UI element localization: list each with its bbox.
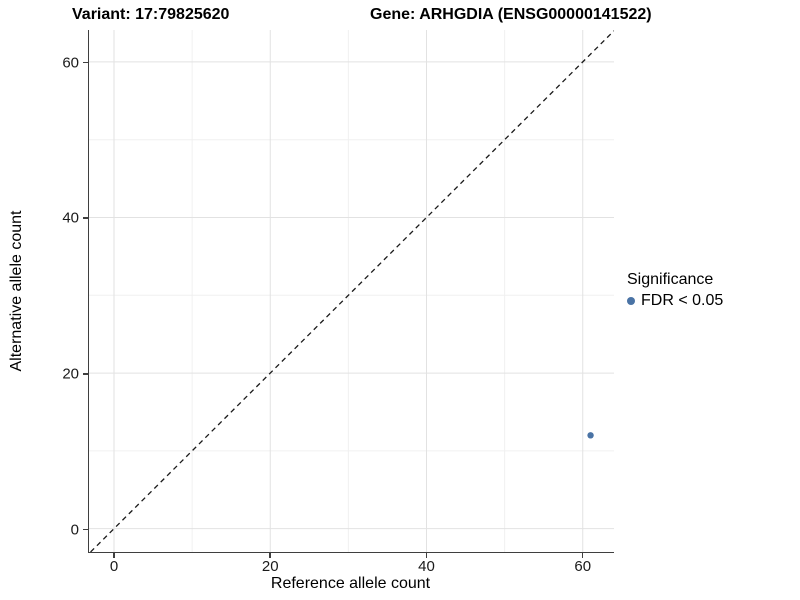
- x-tick-label: 0: [109, 558, 119, 575]
- y-tick-label: 60: [62, 54, 79, 72]
- y-tick-mark: [83, 373, 88, 375]
- x-tick-mark: [269, 553, 271, 558]
- identity-line: [90, 30, 614, 552]
- legend-item-label: FDR < 0.05: [641, 292, 724, 309]
- variant-title: Variant: 17:79825620: [72, 6, 230, 23]
- plot-panel: [88, 30, 614, 553]
- data-point: [587, 432, 594, 439]
- legend: Significance FDR < 0.05: [627, 271, 723, 310]
- x-tick-mark: [581, 553, 584, 558]
- plot-area-svg: [89, 30, 614, 552]
- x-tick-label: 40: [418, 558, 435, 575]
- y-tick-label: 0: [70, 521, 79, 539]
- x-tick-label: 20: [261, 558, 279, 575]
- y-tick-label: 20: [62, 365, 79, 383]
- x-tick-label: 60: [574, 558, 592, 575]
- y-tick-mark: [83, 61, 88, 64]
- gene-title: Gene: ARHGDIA (ENSG00000141522): [370, 6, 652, 23]
- y-tick-mark: [83, 528, 88, 531]
- x-tick-mark: [113, 553, 115, 558]
- x-tick-mark: [425, 553, 427, 558]
- legend-point-icon: [627, 297, 635, 305]
- y-axis-title: Alternative allele count: [8, 210, 25, 372]
- x-axis-title: Reference allele count: [270, 575, 431, 592]
- y-tick-label: 40: [62, 209, 79, 227]
- legend-item: FDR < 0.05: [627, 292, 723, 310]
- y-tick-mark: [83, 217, 88, 219]
- legend-title: Significance: [627, 271, 714, 288]
